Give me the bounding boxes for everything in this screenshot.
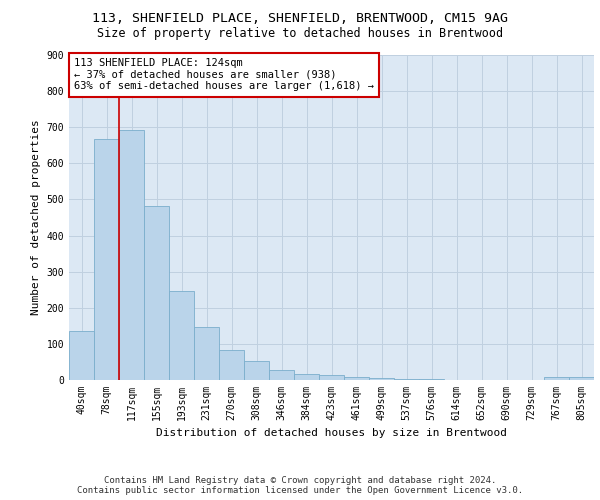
Bar [419, 379, 444, 380]
Text: Size of property relative to detached houses in Brentwood: Size of property relative to detached ho… [97, 28, 503, 40]
Bar [244, 361, 269, 380]
Bar [394, 379, 419, 380]
Bar [69, 331, 94, 380]
X-axis label: Distribution of detached houses by size in Brentwood: Distribution of detached houses by size … [156, 428, 507, 438]
Bar [219, 350, 244, 380]
Bar [144, 206, 169, 380]
Bar [544, 377, 569, 380]
Bar [169, 291, 194, 380]
Bar [94, 139, 119, 380]
Text: 113 SHENFIELD PLACE: 124sqm
← 37% of detached houses are smaller (938)
63% of se: 113 SHENFIELD PLACE: 124sqm ← 37% of det… [74, 58, 374, 92]
Y-axis label: Number of detached properties: Number of detached properties [31, 120, 41, 316]
Bar [269, 370, 294, 380]
Bar [344, 377, 369, 380]
Bar [319, 376, 344, 380]
Text: 113, SHENFIELD PLACE, SHENFIELD, BRENTWOOD, CM15 9AG: 113, SHENFIELD PLACE, SHENFIELD, BRENTWO… [92, 12, 508, 26]
Bar [119, 130, 144, 380]
Bar [569, 377, 594, 380]
Text: Contains HM Land Registry data © Crown copyright and database right 2024.
Contai: Contains HM Land Registry data © Crown c… [77, 476, 523, 495]
Bar [194, 326, 219, 380]
Bar [369, 378, 394, 380]
Bar [294, 374, 319, 380]
